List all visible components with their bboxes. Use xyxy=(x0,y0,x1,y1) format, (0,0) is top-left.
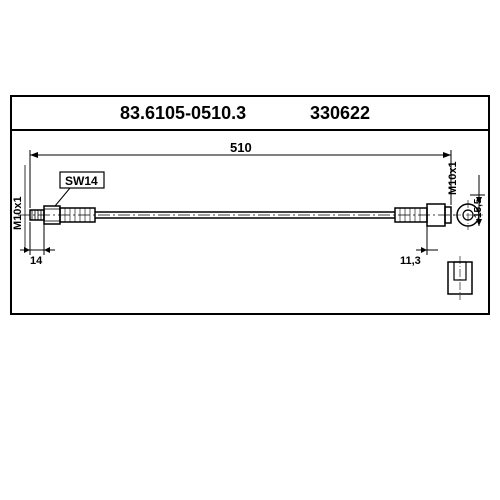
technical-drawing xyxy=(0,0,500,500)
dim-right-outer-label: 15,5 xyxy=(473,199,484,218)
dim-left-label: 14 xyxy=(30,255,42,267)
length-label: 510 xyxy=(230,140,252,155)
thread-left-label: M10x1 xyxy=(12,196,24,230)
dim-right-inner-label: 11,3 xyxy=(400,255,421,267)
sw-label: SW14 xyxy=(65,174,98,188)
thread-right-label: M10x1 xyxy=(447,161,459,195)
